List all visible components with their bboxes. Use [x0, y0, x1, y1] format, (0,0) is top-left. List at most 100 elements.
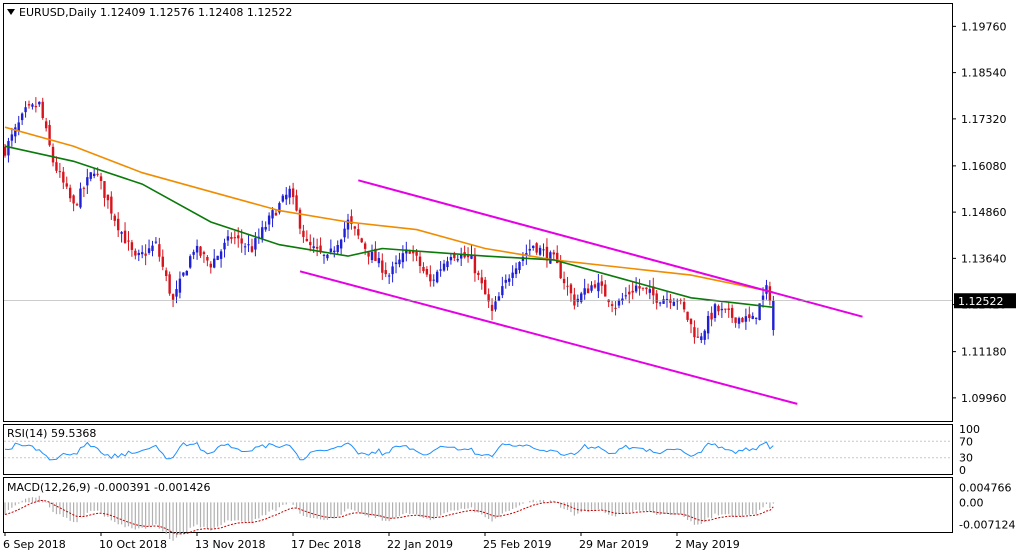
candle	[178, 271, 182, 299]
candle	[189, 254, 192, 269]
candle	[154, 237, 158, 244]
candle	[569, 282, 573, 302]
candle	[391, 261, 394, 283]
axes: 1.19760 1.18540 1.17320 1.16080 1.14860 1.136…	[3, 20, 1007, 551]
candle	[72, 194, 75, 212]
candle	[446, 256, 449, 271]
candle	[357, 224, 360, 240]
time-tick-label: 13 Nov 2018	[195, 538, 265, 551]
candle	[48, 120, 51, 147]
candle	[480, 269, 483, 290]
candle	[597, 273, 600, 299]
price-tick-label: 1.18540	[961, 67, 1007, 80]
candle	[271, 207, 274, 228]
candle	[394, 255, 398, 274]
candle	[322, 253, 326, 264]
rsi-tick-label: 0	[959, 464, 966, 477]
candle	[494, 296, 497, 312]
rsi-label: RSI(14) 59.5368	[7, 427, 96, 440]
candle	[168, 271, 171, 296]
candle	[219, 249, 223, 268]
candle	[51, 143, 55, 167]
candle	[703, 329, 706, 345]
time-tick-label: 2 May 2019	[675, 538, 740, 551]
candle	[374, 241, 377, 262]
candle	[288, 185, 291, 205]
candle	[144, 244, 147, 266]
candle	[706, 311, 710, 340]
triangle-down-icon[interactable]	[7, 9, 15, 15]
time-tick-label: 17 Dec 2018	[291, 538, 361, 551]
candle	[195, 239, 199, 260]
candle	[751, 312, 754, 320]
candle	[559, 255, 562, 280]
rsi-tick-label: 70	[959, 435, 973, 448]
candle	[442, 259, 446, 272]
candle	[116, 212, 120, 237]
candle	[768, 281, 772, 306]
candle	[141, 245, 144, 259]
candle	[226, 230, 230, 246]
candle	[329, 239, 333, 255]
candle	[137, 249, 140, 261]
candle	[628, 284, 631, 304]
macd-label: MACD(12,26,9) -0.000391 -0.001426	[7, 481, 210, 494]
time-tick-label: 29 Mar 2019	[579, 538, 649, 551]
time-tick-label: 22 Jan 2019	[387, 538, 453, 551]
candle	[422, 262, 425, 274]
candle	[92, 167, 96, 179]
candle	[727, 301, 730, 318]
candle	[604, 280, 607, 297]
candle	[473, 247, 477, 282]
candle	[542, 243, 545, 257]
sma-green-line	[4, 145, 774, 309]
candle	[123, 222, 127, 244]
candle	[86, 168, 89, 194]
candle	[621, 292, 624, 305]
candle	[62, 166, 65, 190]
candle	[350, 209, 353, 230]
candle	[696, 327, 700, 339]
candle	[607, 299, 610, 307]
rsi-panel-frame	[3, 424, 953, 475]
macd-signal-line	[4, 499, 774, 535]
candle	[429, 265, 432, 287]
candle	[38, 101, 41, 107]
macd-tick-label: 0.00	[959, 496, 984, 509]
candle	[487, 288, 490, 309]
candle	[658, 301, 662, 307]
candle	[710, 306, 713, 327]
candle	[257, 228, 261, 244]
candle	[737, 316, 741, 329]
candle	[17, 115, 20, 136]
candle	[401, 245, 405, 269]
candle	[305, 230, 309, 242]
time-tick-label: 6 Sep 2018	[3, 538, 66, 551]
candle	[302, 224, 305, 243]
candle	[477, 270, 480, 281]
candle	[549, 250, 552, 264]
candlestick-series	[3, 97, 775, 345]
candle	[662, 295, 665, 304]
candle	[449, 253, 453, 265]
candle	[432, 274, 435, 287]
candle	[682, 297, 686, 313]
candle	[676, 298, 679, 310]
candle	[624, 287, 628, 300]
candle	[120, 231, 123, 243]
candle	[192, 249, 195, 260]
candle	[456, 254, 459, 263]
candle	[535, 242, 538, 255]
candle	[134, 248, 137, 260]
candle	[106, 194, 110, 209]
candle	[381, 253, 384, 280]
candle	[387, 273, 391, 284]
candle	[724, 308, 727, 313]
candle	[161, 249, 164, 271]
candle	[545, 238, 549, 268]
candle	[398, 252, 401, 268]
time-tick-label: 10 Oct 2018	[99, 538, 167, 551]
candle	[216, 255, 219, 261]
